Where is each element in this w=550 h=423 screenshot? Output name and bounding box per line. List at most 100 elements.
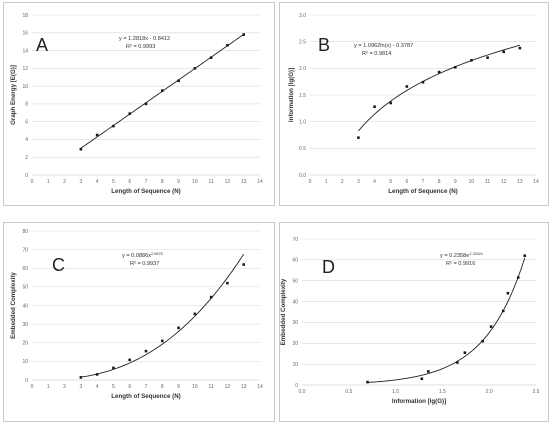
x-tick-label: 0.0 (299, 389, 306, 395)
y-tick-label: 16 (22, 31, 28, 37)
y-tick-label: 0 (25, 173, 28, 179)
x-tick-label: 6 (128, 384, 131, 390)
x-tick-label: 0 (31, 179, 34, 185)
y-tick-label: 6 (25, 119, 28, 125)
y-tick-label: 0 (295, 383, 298, 389)
data-point (209, 56, 213, 59)
data-point (518, 46, 522, 50)
data-point (506, 291, 510, 295)
equation-main: y = 0.0886x (122, 253, 151, 259)
x-tick-label: 1.5 (439, 389, 446, 395)
chart-panel-d: 0 10 20 30 40 50 60 70 0.0 0.5 1.0 1.5 2.0 2.5 Informa… (279, 222, 549, 422)
x-tick-label: 14 (257, 179, 263, 185)
x-tick-label: 2 (63, 384, 66, 390)
data-point (501, 309, 505, 313)
data-point (144, 102, 148, 106)
r-squared: R² = 0.9916 (446, 261, 475, 267)
chart-b-svg: 0.00.51.01.52.02.53.00 1 2 3 4 5 6 7 8 9 10 11 12 13 1… (288, 13, 539, 195)
x-axis-title: Length of Sequence (N) (111, 393, 180, 400)
x-tick-label: 10 (469, 179, 475, 185)
x-tick-label: 11 (209, 179, 214, 185)
x-tick-label: 0 (309, 179, 312, 185)
y-tick-label: 2 (25, 155, 28, 161)
data-point (405, 85, 409, 88)
y-tick-label: 30 (292, 320, 298, 326)
x-tick-label: 8 (438, 179, 441, 185)
panel-letter: B (318, 35, 330, 55)
data-point (128, 112, 132, 115)
data-point (128, 358, 132, 362)
trendline-equation: y = 0.2358e2.3342x (440, 252, 483, 259)
data-point (112, 124, 115, 128)
x-tick-label: 0 (31, 384, 34, 390)
data-point (177, 79, 180, 83)
x-tick-label: 11 (209, 384, 214, 390)
data-point (160, 339, 164, 343)
y-tick-label: 2.0 (299, 66, 306, 72)
y-tick-label: 60 (22, 266, 28, 272)
data-point (470, 59, 473, 62)
data-point (523, 254, 527, 257)
panel-letter: C (52, 255, 65, 275)
x-tick-label: 1 (325, 179, 328, 185)
equation-main: y = 0.2358e (440, 253, 469, 259)
y-tick-label: 20 (22, 341, 28, 347)
x-axis-title: Length of Sequence (N) (111, 188, 180, 195)
y-tick-label: 50 (22, 285, 28, 291)
y-tick-label: 70 (22, 247, 28, 253)
data-point (209, 295, 213, 299)
x-tick-label: 2.5 (533, 389, 540, 395)
y-tick-label: 1.5 (299, 93, 306, 99)
trend-line (367, 257, 526, 383)
y-axis-title: Information [lg(G)] (288, 68, 295, 122)
y-tick-label: 0.5 (299, 146, 306, 152)
data-point (421, 80, 425, 84)
x-tick-label: 1 (47, 179, 50, 185)
chart-panel-c: 0 10 20 30 40 50 60 70 80 0 1 2 3 4 5 6 7 8 9 10 11 12 13 14 Len… (3, 222, 275, 422)
x-tick-label: 10 (192, 179, 198, 185)
data-point (112, 366, 115, 370)
equation-exponent: 2.5875 (151, 252, 163, 256)
data-point (437, 70, 441, 74)
trend-line (80, 253, 245, 378)
data-point (193, 67, 197, 70)
y-tick-label: 1.0 (299, 119, 306, 125)
x-tick-label: 13 (241, 384, 247, 390)
x-tick-label: 13 (241, 179, 247, 185)
data-point (453, 65, 457, 69)
trendline-equation: y = 0.0886x2.5875 (122, 252, 163, 259)
data-point (144, 349, 148, 353)
y-tick-label: 10 (292, 362, 298, 368)
x-tick-label: 5 (389, 179, 392, 185)
r-squared: R² = 0.9993 (126, 44, 155, 50)
data-point (489, 325, 493, 328)
y-tick-label: 40 (22, 303, 28, 309)
x-tick-label: 7 (145, 384, 148, 390)
y-axis-title: Graph Energy [E(G)] (10, 65, 17, 125)
x-tick-label: 7 (145, 179, 148, 185)
x-tick-label: 4 (96, 179, 99, 185)
x-tick-label: 6 (405, 179, 408, 185)
x-tick-label: 4 (96, 384, 99, 390)
data-point (366, 380, 369, 384)
x-tick-label: 11 (485, 179, 490, 185)
data-point (389, 101, 393, 105)
panel-letter: A (36, 35, 48, 55)
x-tick-label: 12 (225, 179, 231, 185)
x-tick-label: 8 (161, 179, 164, 185)
data-point (79, 376, 83, 379)
x-tick-label: 8 (161, 384, 164, 390)
data-point (502, 50, 506, 54)
y-tick-label: 2.5 (299, 39, 306, 45)
equation-exponent: 2.3342x (469, 252, 483, 256)
y-axis-title: Embedded Complexity (10, 272, 17, 339)
r-squared: R² = 0.9814 (362, 51, 391, 57)
data-point (427, 370, 430, 373)
x-tick-label: 13 (517, 179, 523, 185)
trendline-equation: y = 1.0962ln(x) - 0.3787 (354, 43, 413, 49)
chart-panel-b: 0.0 0.5 1.0 1.5 2.0 2.5 3.0 0 1 2 3 4 5 6 7 8 9 10 11 12 13 1… (279, 2, 549, 206)
x-tick-label: 9 (177, 179, 180, 185)
data-point (177, 326, 180, 330)
data-point (486, 56, 489, 59)
